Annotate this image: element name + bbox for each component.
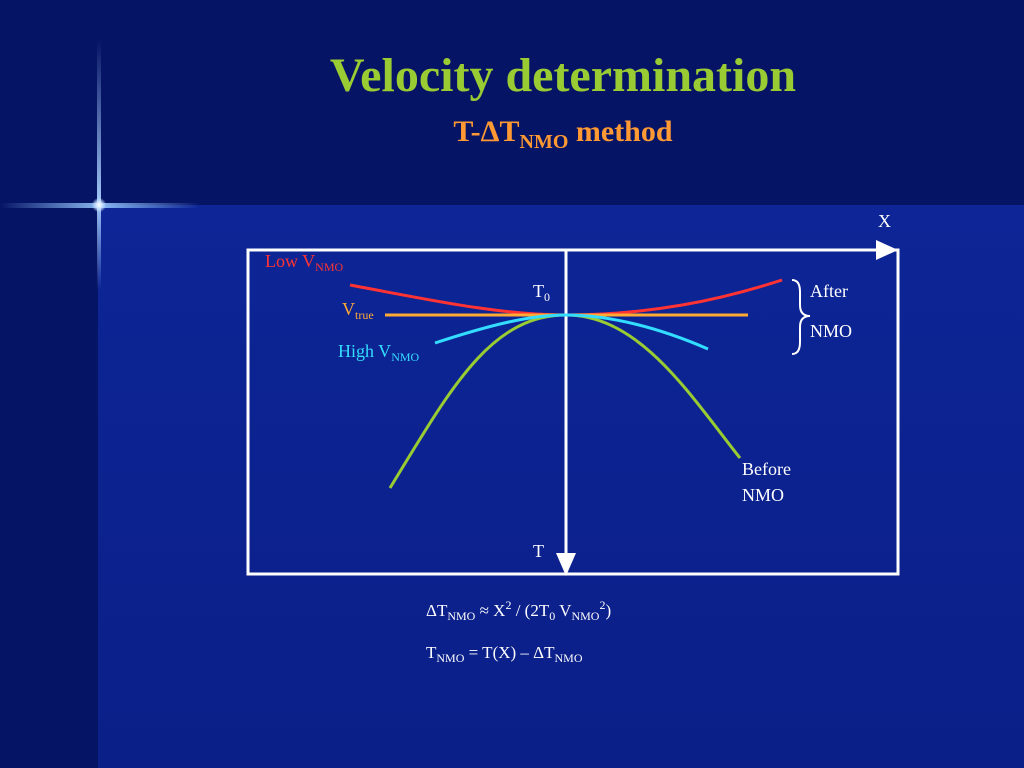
lens-flare-vertical (97, 40, 101, 290)
high-v-nmo-label: High VNMO (338, 341, 420, 364)
x-axis-arrowhead (876, 240, 898, 260)
v-true-label: Vtrue (342, 299, 374, 322)
lens-flare-core (92, 198, 106, 212)
x-axis-label: X (878, 211, 891, 231)
t0-label: T0 (533, 281, 550, 304)
high-v-nmo-curve (434, 313, 709, 351)
t-axis-arrowhead (556, 553, 576, 576)
formula-delta-t-nmo: ΔTNMO ≈ X2 / (2T0 VNMO2) (426, 598, 612, 623)
background-main (98, 205, 1024, 768)
slide-title: Velocity determination (329, 49, 797, 102)
low-v-nmo-label: Low VNMO (265, 251, 344, 274)
formula-t-nmo: TNMO = T(X) – ΔTNMO (426, 643, 583, 665)
after-nmo-label-line1: After (810, 281, 848, 301)
background-top (0, 0, 1024, 205)
before-nmo-label-line2: NMO (742, 485, 785, 505)
after-nmo-label-line2: NMO (810, 321, 853, 341)
background-side (0, 205, 98, 768)
t-axis-label: T (533, 541, 544, 561)
before-nmo-label-line1: Before (742, 459, 791, 479)
after-nmo-brace (791, 279, 811, 355)
slide-subtitle: T-ΔTNMO method (453, 115, 673, 153)
